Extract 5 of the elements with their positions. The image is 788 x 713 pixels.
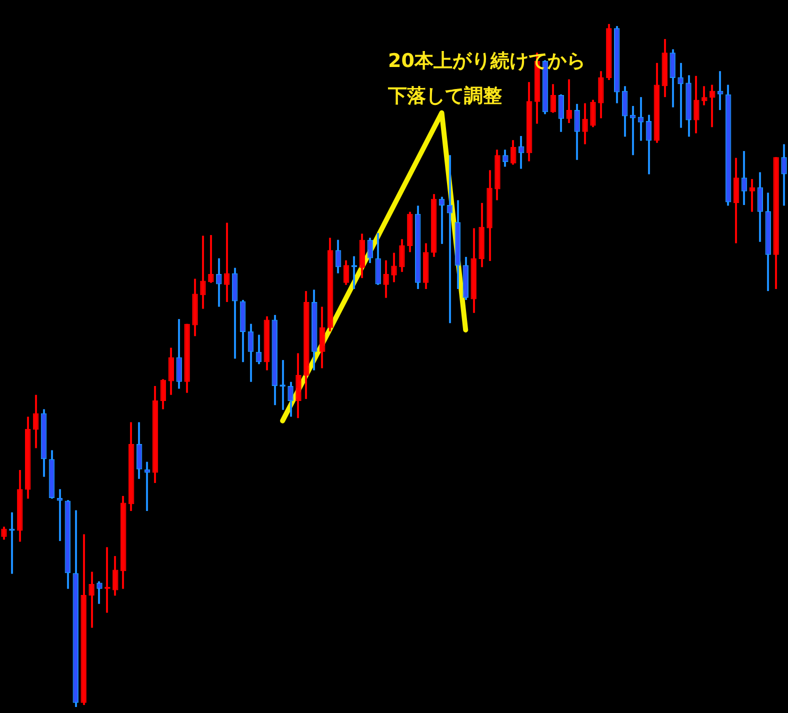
candlestick xyxy=(678,62,684,128)
candlestick xyxy=(446,155,453,324)
candlestick xyxy=(717,71,724,110)
annotation: 下落して調整 xyxy=(387,84,502,107)
candlestick xyxy=(630,106,636,156)
